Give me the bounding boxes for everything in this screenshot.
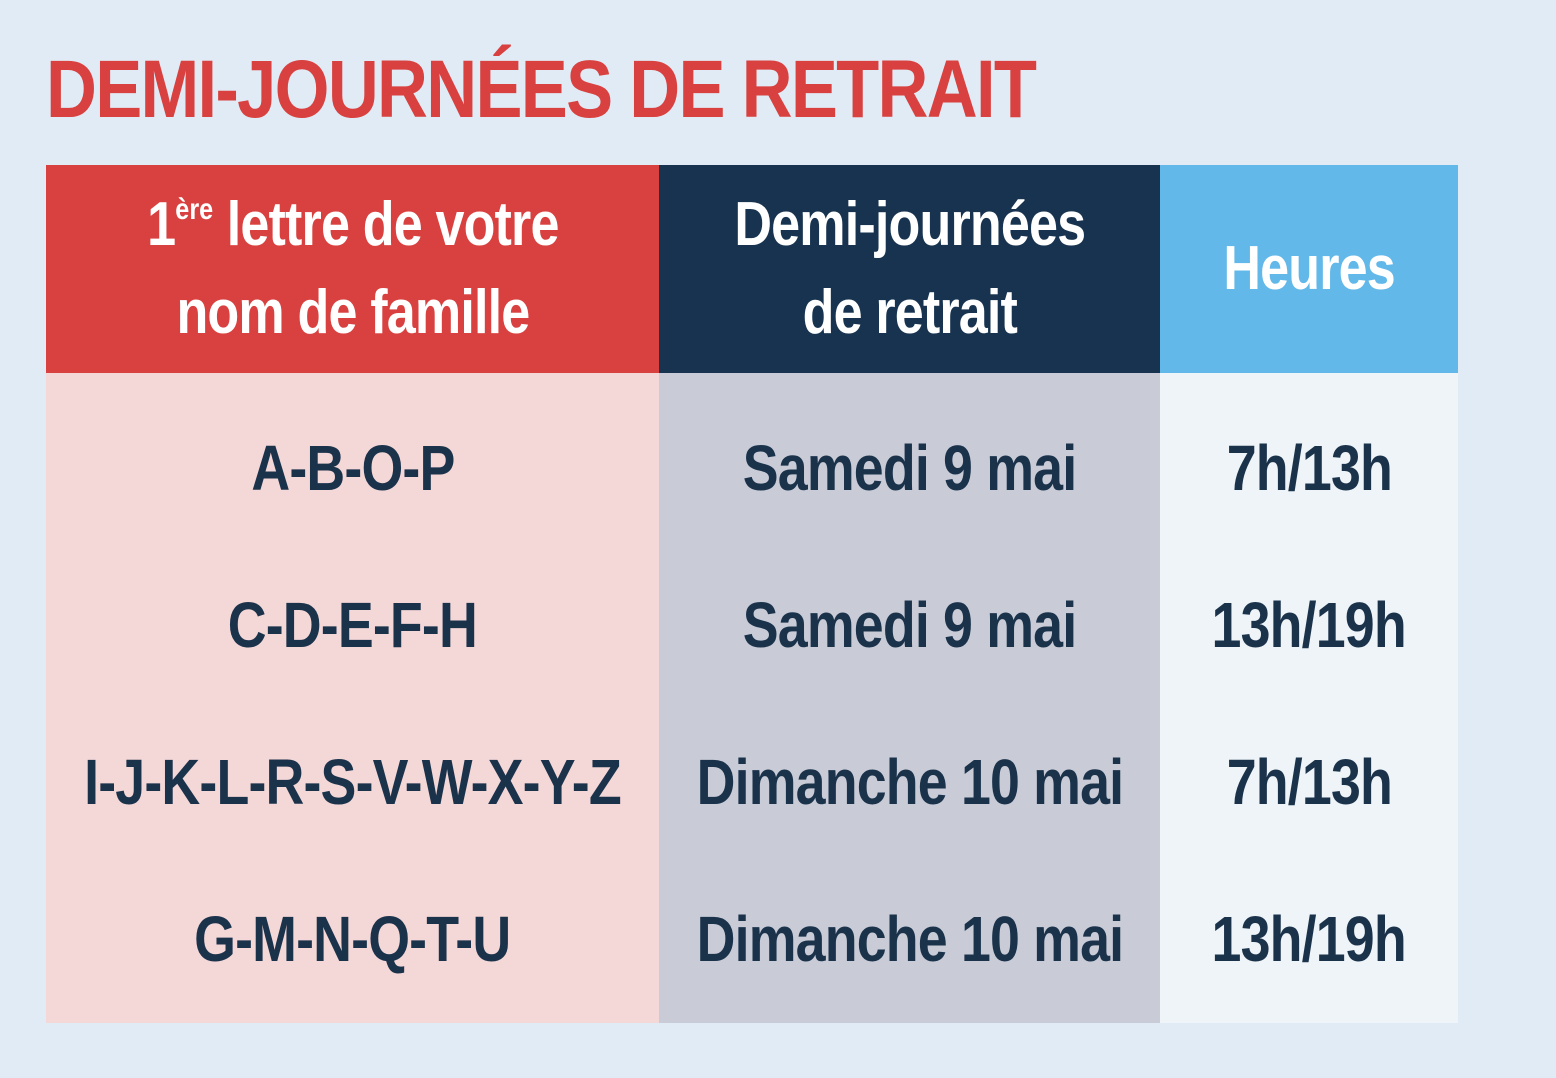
cell-day-text: Dimanche 10 mai [696,902,1123,975]
page-title: DEMI-JOURNÉES DE RETRAIT [46,44,1037,135]
cell-day: Samedi 9 mai [659,389,1160,546]
cell-hours-text: 7h/13h [1226,745,1392,818]
cell-hours-text: 7h/13h [1226,431,1392,504]
cell-letters-text: I-J-K-L-R-S-V-W-X-Y-Z [84,745,622,818]
header-first-letter-number: 1 [146,190,176,259]
header-hours-label: Heures [1223,234,1395,303]
header-first-letter-line2: nom de famille [176,278,530,347]
cell-day-text: Dimanche 10 mai [696,745,1123,818]
cell-letters: C-D-E-F-H [46,546,659,703]
header-half-days: Demi-journées de retrait [659,165,1160,373]
cell-hours: 7h/13h [1160,703,1458,860]
header-hours: Heures [1160,165,1458,373]
cell-day: Samedi 9 mai [659,546,1160,703]
header-first-letter-line1: lettre de votre [212,190,559,259]
schedule-table: 1ère lettre de votre nom de famille Demi… [46,165,1458,1023]
header-half-days-line2: de retrait [802,278,1017,347]
cell-letters: A-B-O-P [46,389,659,546]
cell-hours-text: 13h/19h [1211,588,1407,661]
column-hours: 7h/13h 13h/19h 7h/13h 13h/19h [1160,373,1458,1023]
cell-hours-text: 13h/19h [1211,902,1407,975]
cell-hours: 7h/13h [1160,389,1458,546]
cell-day-text: Samedi 9 mai [742,431,1077,504]
cell-letters: I-J-K-L-R-S-V-W-X-Y-Z [46,703,659,860]
header-first-letter-superscript: ère [174,193,213,226]
cell-letters: G-M-N-Q-T-U [46,860,659,1017]
header-half-days-line1: Demi-journées [734,190,1086,259]
column-letters: A-B-O-P C-D-E-F-H I-J-K-L-R-S-V-W-X-Y-Z … [46,373,659,1023]
cell-day-text: Samedi 9 mai [742,588,1077,661]
cell-hours: 13h/19h [1160,860,1458,1017]
cell-hours: 13h/19h [1160,546,1458,703]
cell-letters-text: G-M-N-Q-T-U [194,902,511,975]
header-first-letter: 1ère lettre de votre nom de famille [46,165,659,373]
cell-day: Dimanche 10 mai [659,860,1160,1017]
cell-letters-text: C-D-E-F-H [227,588,478,661]
cell-letters-text: A-B-O-P [250,431,455,504]
column-days: Samedi 9 mai Samedi 9 mai Dimanche 10 ma… [659,373,1160,1023]
cell-day: Dimanche 10 mai [659,703,1160,860]
